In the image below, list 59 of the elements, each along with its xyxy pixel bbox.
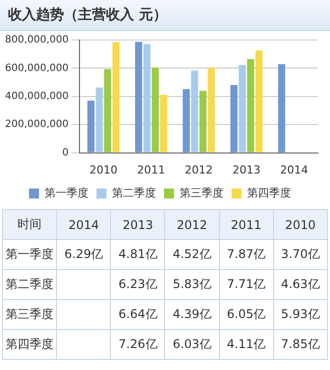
x-tick-label: 2011 bbox=[137, 163, 166, 176]
data-label: 7.87亿 bbox=[219, 240, 274, 270]
bar bbox=[143, 44, 151, 152]
bar bbox=[96, 88, 103, 152]
legend-label: 第三季度 bbox=[180, 186, 224, 200]
data-label: 5.83亿 bbox=[164, 270, 220, 300]
bar bbox=[135, 42, 142, 152]
y-tick-label: 第二季度 bbox=[2, 270, 57, 300]
bar bbox=[182, 89, 190, 152]
data-label: 3.70亿 bbox=[273, 240, 328, 270]
data-label: 4.11亿 bbox=[219, 330, 274, 360]
bar bbox=[199, 90, 207, 152]
y-tick-label: 600,000,000 bbox=[4, 62, 69, 74]
bar bbox=[208, 68, 215, 152]
data-label: 6.64亿 bbox=[110, 300, 165, 330]
y-tick-label: 200,000,000 bbox=[4, 119, 69, 130]
bar bbox=[160, 94, 168, 152]
x-tick-label: 2010 bbox=[273, 210, 328, 240]
data-label: 7.85亿 bbox=[273, 330, 328, 360]
bar bbox=[152, 67, 159, 152]
data-label: 7.71亿 bbox=[219, 270, 274, 300]
bar bbox=[112, 42, 120, 152]
bar bbox=[247, 59, 254, 152]
x-tick-label: 2014 bbox=[280, 163, 308, 176]
x-tick-label: 2013 bbox=[110, 210, 165, 240]
data-label: 4.63亿 bbox=[273, 270, 328, 300]
bar bbox=[238, 64, 246, 152]
bar bbox=[104, 69, 112, 152]
data-label: 5.93亿 bbox=[273, 300, 328, 330]
x-tick-label: 2010 bbox=[89, 163, 118, 176]
x-tick-label: 2011 bbox=[219, 210, 274, 240]
y-tick-label: 800,000,000 bbox=[4, 34, 69, 46]
data-label: 4.52亿 bbox=[164, 240, 220, 270]
chart-title: 收入趋势（主营收入 元） bbox=[0, 0, 330, 31]
data-label: 6.05亿 bbox=[219, 300, 274, 330]
x-tick-label: 2012 bbox=[164, 210, 220, 240]
legend-label: 第二季度 bbox=[112, 186, 156, 200]
bar bbox=[87, 100, 94, 152]
legend-label: 第一季度 bbox=[44, 186, 88, 200]
data-label: 4.81亿 bbox=[110, 240, 165, 270]
x-tick-label: 2014 bbox=[56, 210, 111, 240]
y-tick-label: 0 bbox=[62, 147, 69, 158]
y-tick-label: 第四季度 bbox=[2, 330, 57, 360]
y-tick-label: 400,000,000 bbox=[4, 90, 69, 102]
bar bbox=[278, 64, 286, 152]
data-label: 6.03亿 bbox=[164, 330, 220, 360]
bar bbox=[191, 70, 198, 152]
data-label: 7.26亿 bbox=[110, 330, 165, 360]
x-tick-label: 2013 bbox=[232, 163, 260, 176]
x-axis-title: 时间 bbox=[2, 210, 57, 240]
x-tick-label: 2012 bbox=[184, 163, 213, 176]
legend-label: 第四季度 bbox=[247, 186, 291, 200]
bar bbox=[230, 84, 238, 152]
bar bbox=[255, 50, 263, 152]
data-label: 6.23亿 bbox=[110, 270, 165, 300]
y-tick-label: 第三季度 bbox=[2, 300, 57, 330]
data-label: 4.39亿 bbox=[164, 300, 220, 330]
y-tick-label: 第一季度 bbox=[2, 240, 57, 270]
data-label: 6.29亿 bbox=[56, 240, 111, 270]
